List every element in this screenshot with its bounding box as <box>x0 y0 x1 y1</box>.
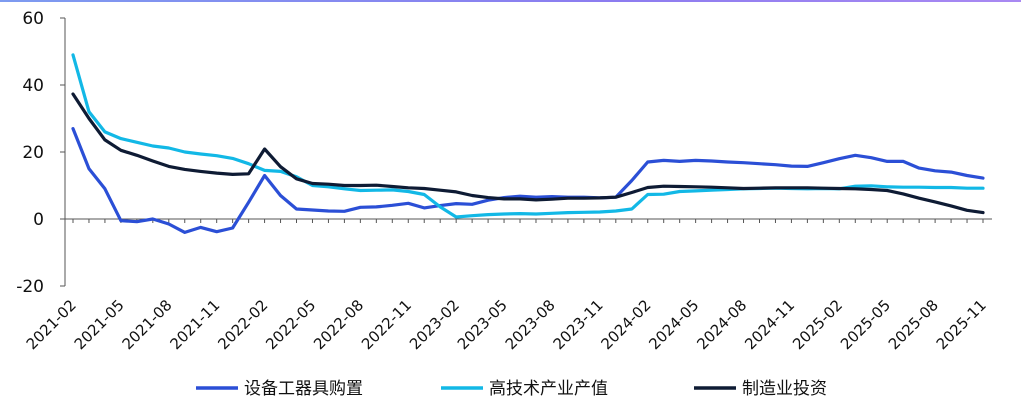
axes: 6040200-202021-022021-052021-082021-1120… <box>16 9 992 353</box>
x-tick-label: 2022-11 <box>358 296 415 353</box>
x-tick-label: 2021-11 <box>166 296 223 353</box>
y-tick-label: -20 <box>16 277 44 297</box>
y-tick-label: 40 <box>22 76 44 96</box>
legend-label-1: 设备工器具购置 <box>244 379 363 399</box>
x-tick-label: 2023-02 <box>406 296 463 353</box>
y-tick-label: 60 <box>22 9 44 29</box>
x-tick-label: 2023-11 <box>550 296 607 353</box>
top-accent-rule <box>0 0 1021 2</box>
legend-label-2: 高技术产业产值 <box>489 379 608 399</box>
x-tick-label: 2024-08 <box>693 296 750 353</box>
series-line-2 <box>71 53 985 219</box>
legend: 设备工器具购置 高技术产业产值 制造业投资 <box>196 379 827 399</box>
x-tick-label: 2022-02 <box>214 296 271 353</box>
x-tick-label: 2025-11 <box>933 296 990 353</box>
legend-label-3: 制造业投资 <box>742 379 827 399</box>
x-tick-label: 2021-02 <box>23 296 80 353</box>
x-tick-label: 2023-08 <box>502 296 559 353</box>
x-tick-label: 2025-05 <box>837 296 894 353</box>
series-line-1 <box>71 127 985 234</box>
x-tick-label: 2021-05 <box>71 296 128 353</box>
x-tick-label: 2022-05 <box>262 296 319 353</box>
y-tick-label: 20 <box>22 143 44 163</box>
x-tick-label: 2021-08 <box>119 296 176 353</box>
x-tick-label: 2023-05 <box>454 296 511 353</box>
x-tick-label: 2022-08 <box>310 296 367 353</box>
x-tick-label: 2024-02 <box>598 296 655 353</box>
x-tick-label: 2024-05 <box>645 296 702 353</box>
y-tick-label: 0 <box>33 210 44 230</box>
series-lines <box>71 53 985 234</box>
x-tick-label: 2025-02 <box>789 296 846 353</box>
series-line-3 <box>71 92 985 215</box>
x-tick-label: 2024-11 <box>741 296 798 353</box>
x-tick-label: 2025-08 <box>885 296 942 353</box>
